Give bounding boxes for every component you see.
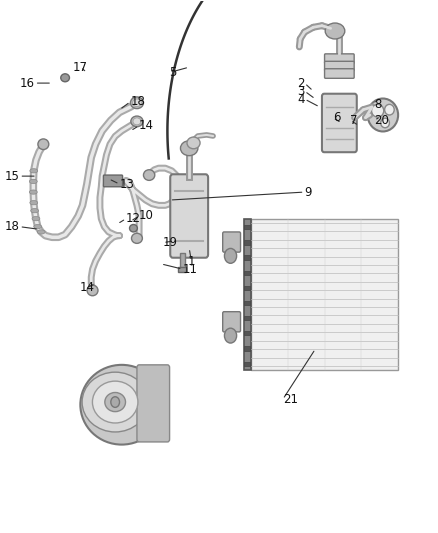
- Bar: [251, 219, 398, 370]
- Ellipse shape: [131, 97, 144, 109]
- Text: 12: 12: [126, 212, 141, 225]
- Text: 6: 6: [333, 111, 340, 124]
- Ellipse shape: [133, 118, 141, 125]
- Text: 21: 21: [283, 393, 298, 406]
- Bar: [244, 240, 250, 245]
- Ellipse shape: [187, 137, 200, 149]
- Text: 7: 7: [350, 114, 358, 127]
- FancyBboxPatch shape: [170, 174, 208, 258]
- Ellipse shape: [131, 116, 143, 127]
- Circle shape: [224, 328, 237, 343]
- Ellipse shape: [31, 208, 39, 213]
- FancyBboxPatch shape: [325, 61, 354, 71]
- Bar: [244, 301, 250, 305]
- Text: 17: 17: [73, 61, 88, 74]
- Ellipse shape: [133, 99, 141, 107]
- Ellipse shape: [381, 118, 389, 128]
- Ellipse shape: [92, 381, 138, 423]
- Bar: [244, 255, 250, 260]
- Ellipse shape: [367, 99, 398, 132]
- Text: 14: 14: [79, 281, 94, 294]
- Bar: [180, 254, 185, 270]
- FancyBboxPatch shape: [325, 69, 354, 78]
- FancyBboxPatch shape: [223, 232, 240, 252]
- Ellipse shape: [80, 365, 163, 445]
- Bar: [244, 219, 251, 370]
- Ellipse shape: [105, 392, 126, 411]
- FancyBboxPatch shape: [325, 54, 354, 63]
- Text: 18: 18: [4, 220, 19, 233]
- Bar: [244, 271, 250, 275]
- Circle shape: [111, 397, 120, 407]
- Text: 2: 2: [297, 77, 304, 90]
- Text: 3: 3: [297, 85, 304, 98]
- Ellipse shape: [131, 233, 142, 244]
- Ellipse shape: [144, 169, 155, 180]
- Ellipse shape: [130, 224, 138, 232]
- Bar: [244, 361, 250, 366]
- Bar: [244, 225, 250, 229]
- Text: 5: 5: [170, 66, 177, 79]
- Text: 4: 4: [297, 93, 304, 106]
- Ellipse shape: [34, 224, 42, 229]
- Text: 1: 1: [187, 255, 195, 268]
- Ellipse shape: [180, 141, 198, 156]
- Ellipse shape: [37, 230, 45, 234]
- Text: 19: 19: [163, 236, 178, 249]
- Bar: [178, 267, 186, 271]
- Circle shape: [224, 248, 237, 263]
- Bar: [244, 316, 250, 320]
- Bar: [244, 331, 250, 335]
- Text: 18: 18: [131, 95, 145, 108]
- Text: 9: 9: [304, 185, 312, 199]
- Bar: [244, 286, 250, 290]
- Ellipse shape: [32, 216, 40, 221]
- Text: 13: 13: [120, 177, 134, 191]
- Ellipse shape: [371, 104, 384, 117]
- Ellipse shape: [29, 190, 37, 194]
- Text: 11: 11: [183, 263, 198, 276]
- Bar: [244, 346, 250, 351]
- Ellipse shape: [87, 285, 98, 296]
- Text: 16: 16: [20, 77, 35, 90]
- Text: 20: 20: [374, 114, 389, 127]
- FancyBboxPatch shape: [223, 312, 240, 332]
- Ellipse shape: [30, 168, 38, 173]
- Ellipse shape: [82, 372, 148, 432]
- Ellipse shape: [325, 23, 345, 39]
- Ellipse shape: [61, 74, 70, 82]
- Text: 14: 14: [139, 119, 154, 132]
- FancyBboxPatch shape: [137, 365, 170, 442]
- Ellipse shape: [30, 200, 38, 205]
- Text: 15: 15: [4, 169, 19, 183]
- Ellipse shape: [385, 104, 394, 115]
- Ellipse shape: [38, 139, 49, 150]
- Text: 8: 8: [374, 98, 381, 111]
- FancyBboxPatch shape: [103, 175, 123, 187]
- FancyBboxPatch shape: [322, 94, 357, 152]
- Ellipse shape: [29, 179, 37, 183]
- Text: 10: 10: [139, 209, 154, 222]
